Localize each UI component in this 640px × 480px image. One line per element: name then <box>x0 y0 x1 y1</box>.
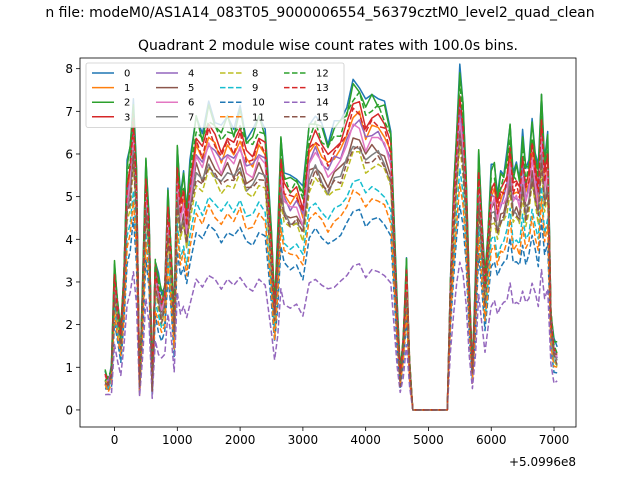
series-line-12 <box>104 80 558 411</box>
legend-label-7: 7 <box>188 112 194 123</box>
y-tick-label: 6 <box>65 147 73 161</box>
series-line-14 <box>105 261 558 411</box>
series-line-6 <box>104 120 558 411</box>
axes-frame <box>79 57 577 428</box>
x-tick-label: 5000 <box>413 433 444 447</box>
legend-label-10: 10 <box>252 98 265 109</box>
legend-label-13: 13 <box>316 83 329 94</box>
legend-label-15: 15 <box>316 112 329 123</box>
x-tick-label: 6000 <box>476 433 507 447</box>
x-offset-label: +5.0996e8 <box>509 455 576 469</box>
y-tick-label: 7 <box>65 105 73 119</box>
legend-label-14: 14 <box>316 98 329 109</box>
legend-label-6: 6 <box>188 98 194 109</box>
y-tick-label: 3 <box>65 275 73 289</box>
x-tick-label: 7000 <box>539 433 570 447</box>
chart-title: Quadrant 2 module wise count rates with … <box>138 38 518 54</box>
legend-label-12: 12 <box>316 69 329 80</box>
legend-box <box>85 62 345 128</box>
legend-label-2: 2 <box>124 98 130 109</box>
series-group <box>104 63 558 411</box>
series-line-7 <box>104 130 558 411</box>
y-tick-label: 1 <box>65 361 73 375</box>
series-line-1 <box>104 107 558 411</box>
series-line-15 <box>104 134 558 411</box>
legend-label-11: 11 <box>252 112 265 123</box>
legend-label-1: 1 <box>124 83 130 94</box>
x-tick-label: 0 <box>111 433 119 447</box>
legend-label-5: 5 <box>188 83 194 94</box>
y-tick-label: 4 <box>65 233 73 247</box>
series-line-5 <box>104 124 558 411</box>
x-tick-label: 3000 <box>288 433 319 447</box>
y-tick-label: 5 <box>65 190 73 204</box>
x-tick-label: 2000 <box>225 433 256 447</box>
y-tick-label: 0 <box>65 403 73 417</box>
legend-label-9: 9 <box>252 83 258 94</box>
legend-label-0: 0 <box>124 69 130 80</box>
y-tick-label: 8 <box>65 62 73 76</box>
figure-suptitle: n file: modeM0/AS1A14_083T05_9000006554_… <box>45 5 594 21</box>
x-tick-label: 1000 <box>162 433 193 447</box>
y-tick-label: 2 <box>65 318 73 332</box>
x-tick-label: 4000 <box>350 433 381 447</box>
series-line-13 <box>104 99 558 411</box>
series-line-11 <box>104 182 558 411</box>
legend-label-4: 4 <box>188 69 194 80</box>
series-line-0 <box>104 63 558 411</box>
legend-label-8: 8 <box>252 69 258 80</box>
series-line-9 <box>104 167 558 411</box>
series-line-10 <box>104 205 558 411</box>
legend-label-3: 3 <box>124 112 130 123</box>
